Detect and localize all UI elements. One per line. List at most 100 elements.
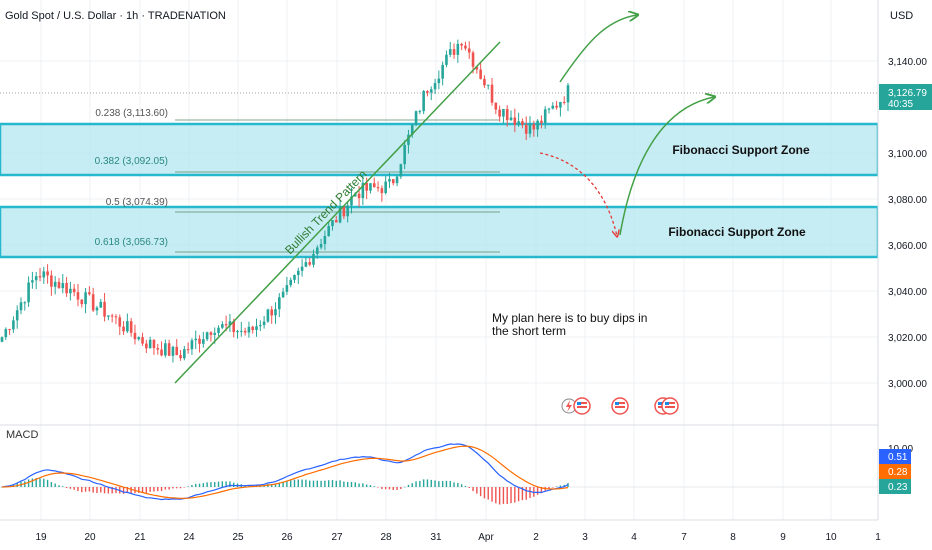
candle-body [551, 105, 555, 109]
candle-body [505, 109, 509, 121]
histogram-bar [506, 487, 508, 504]
time-tick: 31 [430, 532, 442, 543]
candle-body [221, 324, 224, 328]
histogram-bar [377, 487, 379, 488]
dip-arrow[interactable] [539, 152, 617, 236]
candle-body [338, 206, 342, 223]
histogram-bar [441, 481, 444, 487]
histogram-bar [96, 487, 98, 494]
candle-body [388, 179, 391, 182]
us-flag-event-icon[interactable] [573, 397, 591, 415]
candle-body [99, 301, 103, 308]
histogram-bar [369, 485, 372, 487]
histogram-bar [153, 487, 155, 492]
histogram-bar [536, 487, 539, 495]
histogram-bar [514, 487, 516, 503]
histogram-bar [229, 481, 231, 487]
histogram-bar [130, 487, 132, 493]
histogram-bar [510, 487, 512, 504]
histogram-bar [195, 483, 197, 487]
us-flag-event-icon[interactable] [661, 397, 679, 415]
price-tick: 3,100.00 [888, 149, 927, 160]
bullish-arrow-lower[interactable] [619, 97, 714, 236]
candle-body [110, 315, 114, 317]
histogram-bar [107, 487, 110, 494]
histogram-bar [316, 480, 318, 487]
histogram-bar [271, 484, 273, 487]
candle-body [164, 343, 167, 356]
candle-body [357, 193, 361, 199]
macd-histogram [1, 478, 569, 505]
candle-body [490, 84, 494, 103]
price-tick: 3,020.00 [888, 333, 927, 344]
candle-body [65, 283, 68, 294]
candle-body [414, 111, 418, 125]
time-tick: 3 [582, 532, 588, 543]
time-tick: 2 [533, 532, 539, 543]
histogram-bar [65, 487, 68, 489]
fib-zone-upper[interactable] [0, 122, 880, 177]
candle-body [46, 271, 49, 276]
histogram-bar [426, 479, 429, 487]
macd-label: MACD [6, 429, 38, 441]
histogram-bar [297, 479, 299, 487]
histogram-bar [400, 487, 402, 490]
histogram-bar [225, 481, 227, 487]
candle-body [224, 324, 228, 326]
us-flag-event-icon[interactable] [611, 397, 629, 415]
histogram-bar [35, 478, 37, 487]
fib-zone-lower[interactable] [0, 205, 880, 259]
candle-body [88, 292, 91, 295]
histogram-bar [358, 483, 360, 487]
histogram-bar [31, 478, 34, 487]
candle-body [12, 320, 15, 330]
candle-body [327, 226, 330, 236]
trend-line[interactable] [174, 41, 501, 384]
candle-body [456, 43, 460, 55]
histogram-bar [126, 487, 129, 493]
candle-body [380, 188, 384, 194]
bullish-arrow-upper[interactable] [559, 15, 637, 83]
plan-text-line2: the short term [492, 324, 566, 338]
candle-body [524, 124, 528, 134]
histogram-bar [422, 479, 425, 487]
histogram-bar [324, 480, 326, 487]
candle-body [376, 187, 380, 189]
candle-body [50, 275, 53, 287]
event-icons[interactable] [561, 397, 679, 415]
candle-body [228, 321, 232, 326]
histogram-value: 0.23 [888, 482, 908, 493]
candles [0, 39, 570, 363]
histogram-bar [183, 487, 186, 488]
candle-body [91, 294, 95, 311]
zone-label-lower: Fibonacci Support Zone [668, 225, 806, 239]
candle-body [532, 124, 536, 130]
histogram-bar [476, 487, 478, 494]
histogram-bar [46, 479, 49, 487]
candle-body [441, 64, 444, 79]
histogram-bar [403, 486, 406, 488]
histogram-bar [419, 480, 421, 487]
candle-body [61, 283, 65, 289]
chart-title: Gold Spot / U.S. Dollar · 1h · TRADENATI… [5, 10, 226, 22]
candle-body [194, 338, 198, 341]
candle-body [315, 247, 319, 254]
histogram-bar [286, 480, 288, 487]
candle-body [122, 326, 125, 332]
candle-body [72, 288, 76, 293]
candle-body [262, 321, 266, 326]
candle-body [118, 317, 122, 327]
histogram-bar [39, 478, 41, 487]
histogram-bar [168, 487, 170, 490]
time-axis[interactable] [0, 520, 932, 550]
candle-body [126, 321, 129, 332]
histogram-bar [491, 487, 493, 502]
candle-body [323, 235, 327, 245]
histogram-bar [365, 484, 368, 487]
candle-body [190, 340, 194, 350]
time-tick: Apr [478, 532, 494, 543]
histogram-bar [407, 484, 410, 487]
candle-body [486, 84, 490, 86]
histogram-bar [138, 487, 140, 493]
